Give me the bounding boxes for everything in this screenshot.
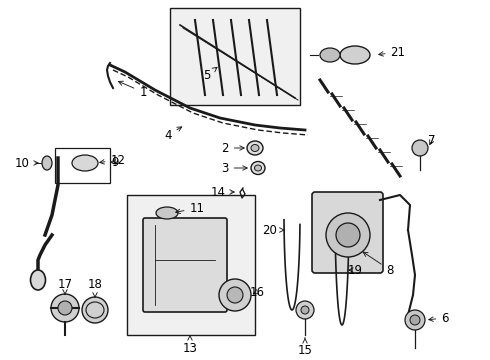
Circle shape [301, 306, 309, 314]
Ellipse shape [340, 46, 370, 64]
Circle shape [296, 301, 314, 319]
Text: 11: 11 [176, 202, 204, 215]
Text: 19: 19 [347, 264, 363, 276]
Text: 15: 15 [297, 338, 313, 356]
Text: 12: 12 [100, 153, 125, 166]
Circle shape [405, 310, 425, 330]
Ellipse shape [254, 165, 262, 171]
Bar [127, 195, 255, 335]
FancyBboxPatch shape [143, 218, 227, 312]
Ellipse shape [30, 270, 46, 290]
Text: 17: 17 [57, 279, 73, 294]
Text: 2: 2 [221, 141, 244, 154]
Circle shape [410, 315, 420, 325]
Text: 21: 21 [379, 45, 406, 59]
Text: 6: 6 [429, 311, 449, 324]
Ellipse shape [156, 207, 178, 219]
Text: 13: 13 [183, 336, 197, 355]
Text: 14: 14 [211, 185, 234, 198]
Text: 18: 18 [88, 279, 102, 297]
Circle shape [219, 279, 251, 311]
Text: 5: 5 [203, 67, 217, 81]
Circle shape [51, 294, 79, 322]
Text: 7: 7 [428, 134, 436, 147]
Circle shape [336, 223, 360, 247]
FancyBboxPatch shape [312, 192, 383, 273]
Ellipse shape [251, 162, 265, 175]
Text: 8: 8 [363, 252, 393, 276]
Text: 4: 4 [164, 127, 182, 141]
Ellipse shape [247, 141, 263, 155]
Text: 1: 1 [119, 81, 147, 99]
Circle shape [326, 213, 370, 257]
Bar [170, 8, 300, 105]
Text: 10: 10 [15, 157, 38, 170]
Text: 3: 3 [221, 162, 247, 175]
Circle shape [227, 287, 243, 303]
Circle shape [82, 297, 108, 323]
Bar [55, 148, 110, 183]
Text: 16: 16 [249, 285, 265, 298]
Circle shape [58, 301, 72, 315]
Ellipse shape [320, 48, 340, 62]
Ellipse shape [72, 155, 98, 171]
Circle shape [412, 140, 428, 156]
Ellipse shape [251, 144, 259, 152]
Text: 9: 9 [111, 156, 119, 168]
Text: 20: 20 [263, 224, 284, 237]
Ellipse shape [42, 156, 52, 170]
